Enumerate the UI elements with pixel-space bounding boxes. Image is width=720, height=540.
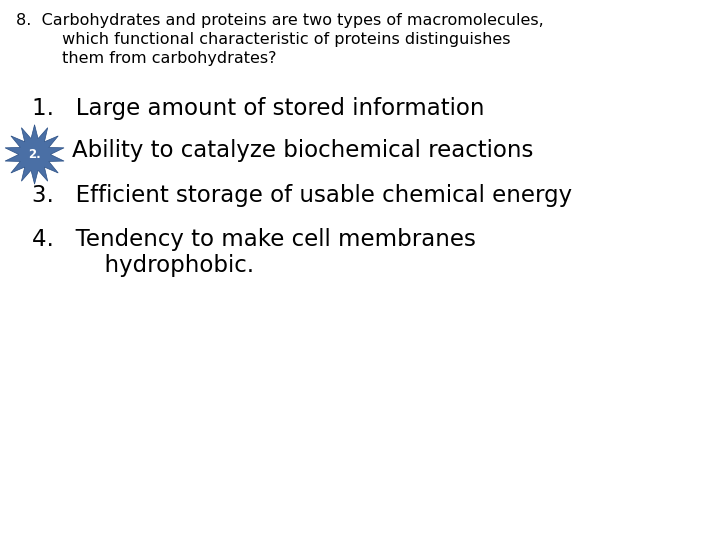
Text: 4.   Tendency to make cell membranes: 4. Tendency to make cell membranes — [32, 228, 476, 251]
Text: hydrophobic.: hydrophobic. — [32, 254, 255, 277]
Polygon shape — [5, 125, 64, 184]
Text: which functional characteristic of proteins distinguishes: which functional characteristic of prote… — [16, 32, 510, 48]
Text: them from carbohydrates?: them from carbohydrates? — [16, 51, 276, 66]
Text: Ability to catalyze biochemical reactions: Ability to catalyze biochemical reaction… — [72, 139, 534, 163]
Text: 1.   Large amount of stored information: 1. Large amount of stored information — [32, 97, 485, 120]
Text: 2.: 2. — [28, 148, 41, 161]
Text: 3.   Efficient storage of usable chemical energy: 3. Efficient storage of usable chemical … — [32, 184, 572, 207]
Text: 8.  Carbohydrates and proteins are two types of macromolecules,: 8. Carbohydrates and proteins are two ty… — [16, 14, 544, 29]
